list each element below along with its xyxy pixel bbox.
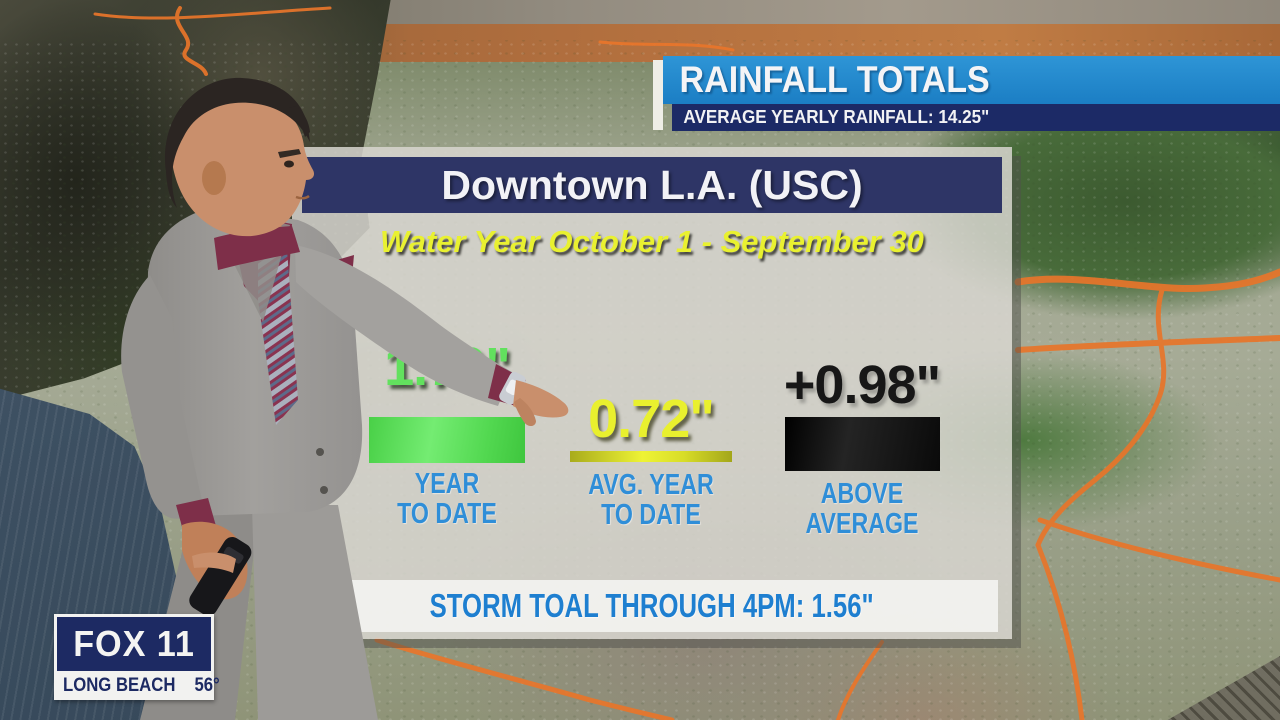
label-year-to-date: YEAR TO DATE [397, 468, 497, 531]
station-logo: FOX 11 [57, 617, 211, 671]
rainfall-panel: Downtown L.A. (USC) Water Year October 1… [292, 147, 1012, 639]
label-avg-year-to-date: AVG. YEAR TO DATE [588, 469, 714, 532]
panel-subtitle: Water Year October 1 - September 30 [380, 224, 924, 259]
header-banner: RAINFALL TOTALS [663, 56, 1280, 104]
bar-group-above-average: +0.98" ABOVE AVERAGE [747, 353, 977, 539]
presenter-collar [214, 226, 300, 270]
presenter-thumb [514, 398, 536, 427]
header-sub-banner: AVERAGE YEARLY RAINFALL: 14.25" [672, 104, 1280, 131]
bar-year-to-date [369, 417, 525, 463]
presenter-face [172, 94, 315, 237]
label-above-average: ABOVE AVERAGE [805, 478, 919, 541]
panel-title: Downtown L.A. (USC) [302, 157, 1002, 213]
presenter-right-arm [295, 245, 512, 406]
presenter-mouth [295, 194, 310, 200]
presenter-ear [202, 161, 226, 195]
station-info-strip: LONG BEACH 56° [57, 673, 219, 698]
bar-avg-year-to-date [570, 451, 732, 462]
bar-above-average [784, 417, 940, 471]
presenter-button [320, 486, 328, 494]
value-avg-year-to-date: 0.72" [588, 389, 715, 449]
header-accent-bar [653, 60, 663, 130]
presenter-front-leg [252, 505, 378, 720]
presenter-body [121, 77, 569, 720]
presenter-eye [284, 160, 294, 168]
header-title: RAINFALL TOTALS [679, 59, 990, 100]
presenter-hair [164, 77, 310, 208]
storm-total-banner: STORM TOAL THROUGH 4PM: 1.56" [306, 580, 998, 632]
header-subtitle: AVERAGE YEARLY RAINFALL: 14.25" [683, 107, 990, 127]
presenter-left-arm [121, 275, 204, 519]
presenter-remote [189, 537, 252, 616]
presenter-hair-front [289, 106, 310, 137]
presenter-left-fingers [192, 552, 236, 573]
storm-total-text: STORM TOAL THROUGH 4PM: 1.56" [429, 587, 875, 624]
station-temperature: 56° [194, 674, 220, 696]
station-location: LONG BEACH [63, 674, 176, 696]
station-bug: FOX 11 LONG BEACH 56° [54, 614, 219, 700]
presenter-eyebrow [278, 149, 301, 158]
value-above-average: +0.98" [783, 355, 941, 415]
bar-group-avg-year-to-date: 0.72" AVG. YEAR TO DATE [536, 387, 766, 530]
presenter-button [316, 448, 324, 456]
weather-presenter [121, 77, 569, 720]
station-name: FOX 11 [73, 623, 195, 664]
